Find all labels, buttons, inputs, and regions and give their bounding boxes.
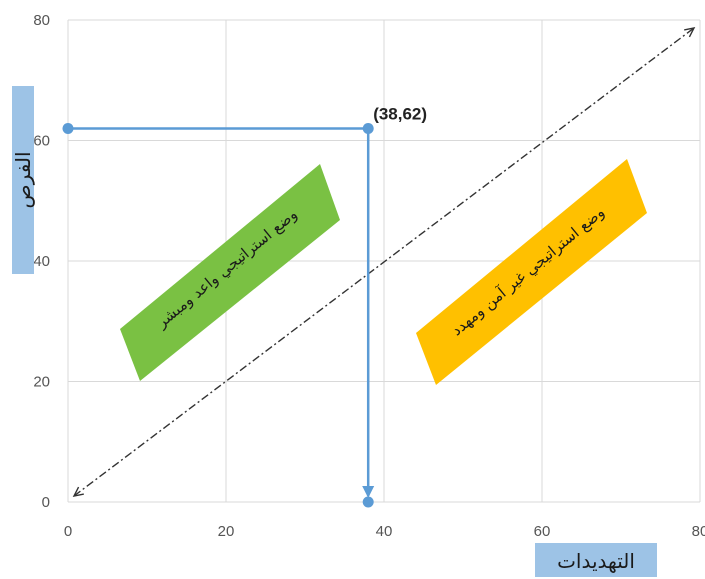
y-intercept-point bbox=[62, 122, 74, 134]
x-intercept-point bbox=[362, 496, 374, 508]
x-tick-label: 80 bbox=[692, 523, 705, 540]
y-tick-label: 80 bbox=[33, 12, 50, 29]
y-axis-label-box: الفرص bbox=[11, 86, 35, 274]
y-tick-label: 60 bbox=[33, 133, 50, 150]
diagonal-line bbox=[73, 27, 695, 497]
x-axis-label-background bbox=[535, 543, 657, 577]
data-point-label: (38,62) bbox=[373, 104, 427, 123]
data-point bbox=[362, 122, 374, 134]
x-tick-label: 60 bbox=[534, 523, 551, 540]
favorable-zone-shape bbox=[120, 164, 340, 381]
threatened-zone-shape bbox=[416, 159, 647, 385]
guide-arrowhead bbox=[362, 486, 375, 498]
threatened-zone-banner: وضع استراتيجي غير آمن ومهدد bbox=[416, 159, 647, 385]
point-guide-lines bbox=[68, 127, 375, 498]
y-tick-label: 0 bbox=[42, 494, 50, 511]
y-tick-label: 20 bbox=[33, 374, 50, 391]
y-axis-label-background bbox=[12, 86, 34, 274]
grid-lines bbox=[67, 19, 701, 503]
y-tick-label: 40 bbox=[33, 253, 50, 270]
data-points: (38,62) bbox=[62, 104, 427, 508]
x-tick-label: 40 bbox=[376, 523, 393, 540]
x-tick-label: 0 bbox=[64, 523, 72, 540]
diagonal-arrowhead-start bbox=[72, 486, 84, 497]
diagonal-arrow-line bbox=[72, 27, 696, 497]
diagonal-arrowhead-end bbox=[684, 27, 696, 38]
y-axis-label: الفرص bbox=[11, 152, 35, 209]
x-axis-label-box: التهديدات bbox=[535, 543, 657, 577]
tick-labels: 0 20 40 60 80 0 20 40 60 80 bbox=[33, 12, 705, 540]
x-axis-label: التهديدات bbox=[557, 549, 635, 573]
x-tick-label: 20 bbox=[218, 523, 235, 540]
favorable-zone-banner: وضع استراتيجي واعد ومبشر bbox=[120, 164, 340, 381]
threatened-zone-label: وضع استراتيجي غير آمن ومهدد bbox=[448, 203, 609, 340]
